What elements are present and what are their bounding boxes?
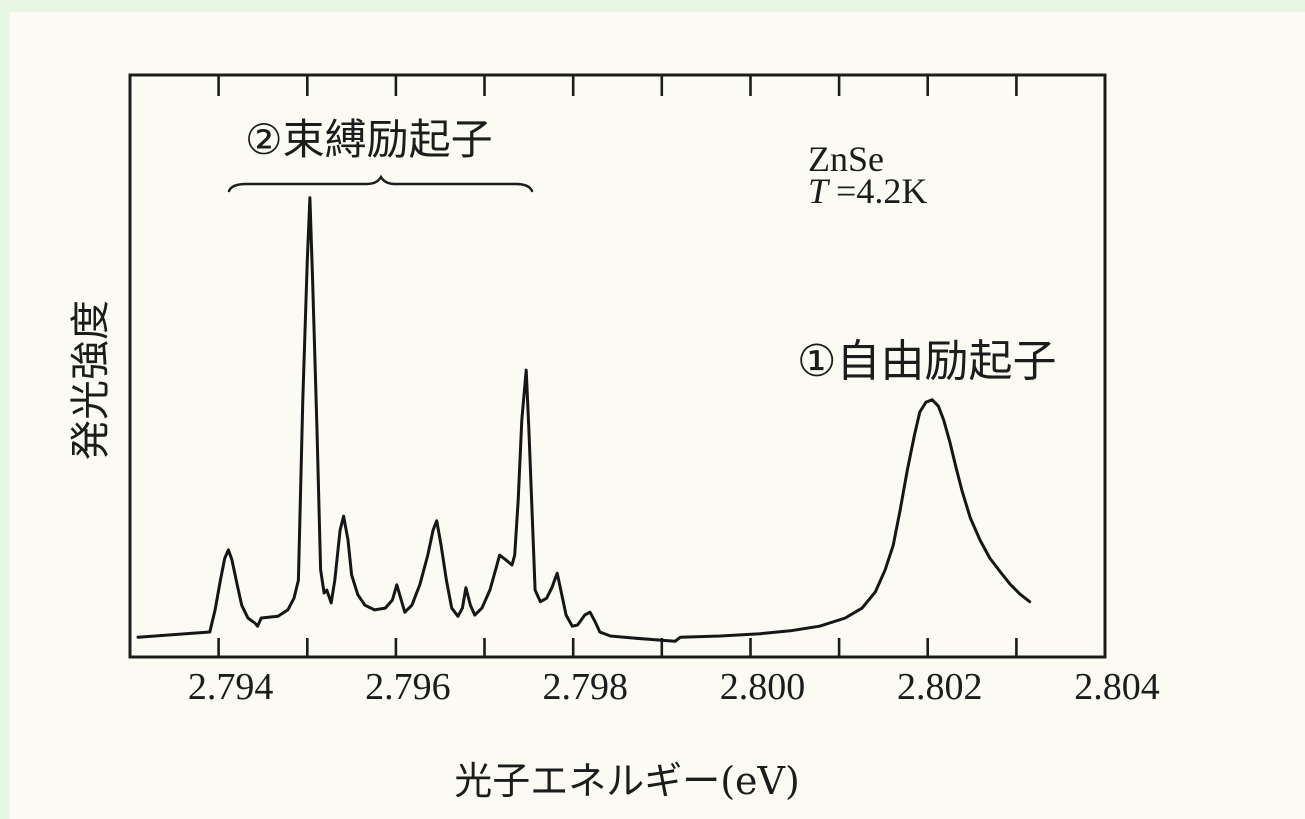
x-tick-label: 2.802 xyxy=(897,666,983,708)
plot-frame xyxy=(128,73,1107,659)
x-tick-label: 2.800 xyxy=(720,666,806,708)
temperature-symbol: T xyxy=(808,171,831,211)
x-axis-label: 光子エネルギー(eV) xyxy=(454,759,800,803)
x-axis-tick-labels: 2.794 2.796 2.798 2.800 2.802 2.804 xyxy=(188,666,1160,708)
temperature-label: T =4.2K xyxy=(808,171,927,211)
x-tick-label: 2.798 xyxy=(542,666,628,708)
x-tick-label: 2.804 xyxy=(1074,666,1160,708)
temperature-value: =4.2K xyxy=(836,171,927,211)
x-tick-label: 2.796 xyxy=(365,666,451,708)
bound-exciton-label: ②束縛励起子 xyxy=(245,115,493,164)
x-axis-ticks xyxy=(217,75,1018,657)
material-label: ZnSe xyxy=(808,139,884,179)
bound-exciton-brace xyxy=(227,174,534,193)
free-exciton-label: ①自由励起子 xyxy=(797,336,1056,387)
x-tick-label: 2.794 xyxy=(188,666,274,708)
paper-background xyxy=(10,12,1305,819)
spectrum-line xyxy=(136,196,1032,643)
y-axis-label: 発光強度 xyxy=(68,300,114,460)
